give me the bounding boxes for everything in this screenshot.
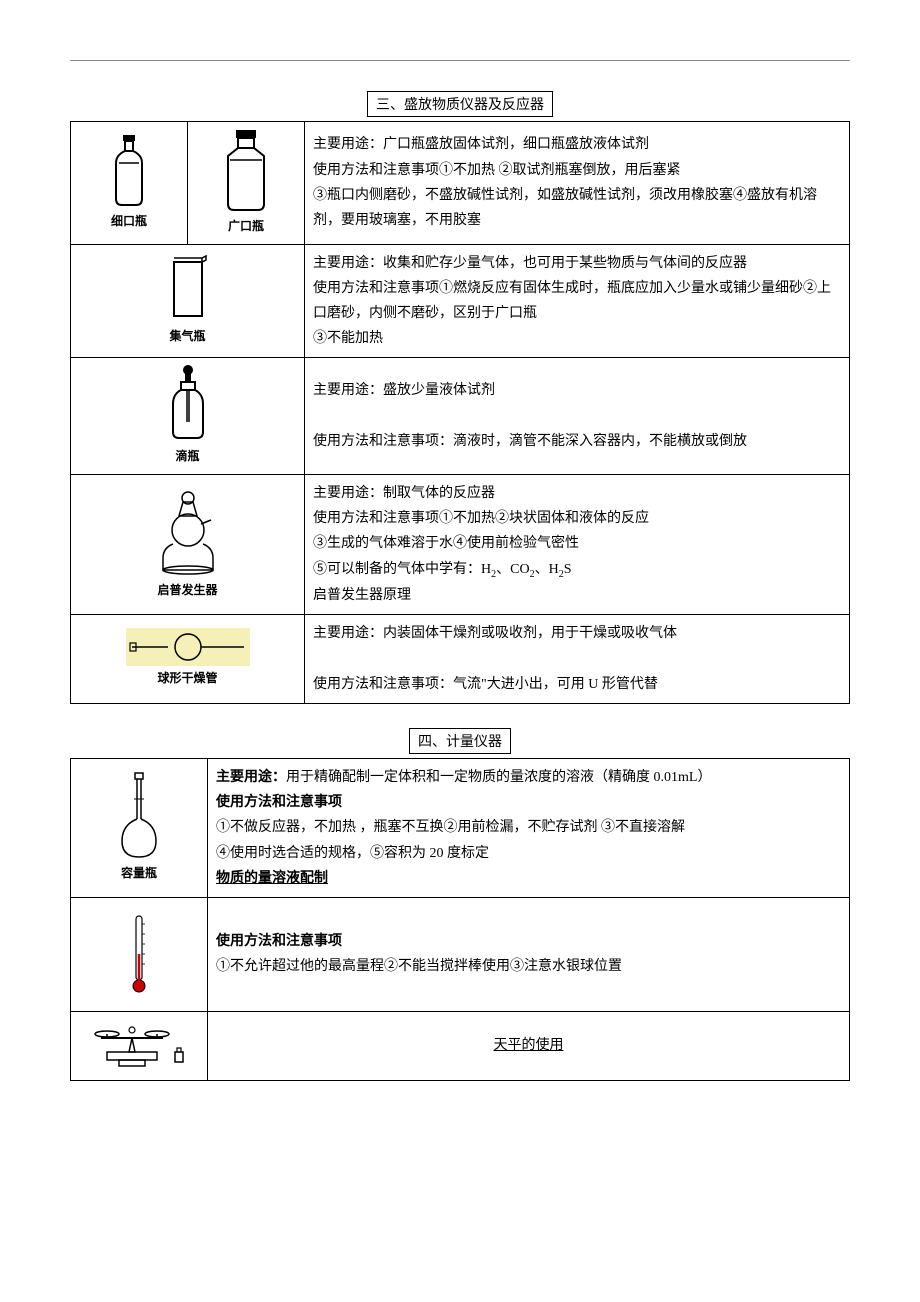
apparatus-cell-balance	[71, 1011, 208, 1080]
description-cell: 天平的使用	[208, 1011, 850, 1080]
apparatus-cell-thermometer	[71, 897, 208, 1011]
apparatus-cell-kipp: 启普发生器	[71, 474, 305, 615]
section-3-title: 三、盛放物质仪器及反应器	[367, 91, 553, 117]
description-cell: 主要用途：制取气体的反应器使用方法和注意事项①不加热②块状固体和液体的反应③生成…	[305, 474, 850, 615]
apparatus-cell-narrow-bottle: 细口瓶	[71, 122, 188, 245]
row-text-post: 使用方法和注意事项：气流"大进小出，可用 U 形管代替	[313, 677, 658, 692]
row-text: ①不做反应器，不加热 ，瓶塞不互换②用前检漏，不贮存试剂 ③不直接溶解④使用时选…	[216, 820, 685, 860]
description-cell: 主要用途：内装固体干燥剂或吸收剂，用于干燥或吸收气体 使用方法和注意事项：气流"…	[305, 615, 850, 704]
balance-scale-icon	[89, 1018, 189, 1074]
row-text: 主要用途：广口瓶盛放固体试剂，细口瓶盛放液体试剂使用方法和注意事项①不加热 ②取…	[313, 137, 817, 228]
volumetric-flask-icon	[114, 771, 164, 861]
bold-text: 使用方法和注意事项	[216, 795, 342, 810]
gas-collecting-bottle-icon	[160, 254, 216, 324]
table-row: 容量瓶 主要用途：用于精确配制一定体积和一定物质的量浓度的溶液（精确度 0.01…	[71, 759, 850, 898]
bold-underline-text: 物质的量溶液配制	[216, 871, 328, 886]
section-3-table: 细口瓶 广口瓶 主要用途：广口瓶盛放固体试剂，细口瓶盛放液体试剂使用方法和注意事…	[70, 121, 850, 704]
apparatus-cell-drying-tube: 球形干燥管	[71, 615, 305, 704]
section-4-title: 四、计量仪器	[409, 728, 511, 754]
table-row: 天平的使用	[71, 1011, 850, 1080]
apparatus-cell-volumetric-flask: 容量瓶	[71, 759, 208, 898]
bold-text: 使用方法和注意事项	[216, 934, 342, 949]
table-row: 球形干燥管 主要用途：内装固体干燥剂或吸收剂，用于干燥或吸收气体 使用方法和注意…	[71, 615, 850, 704]
apparatus-label: 球形干燥管	[157, 668, 217, 690]
apparatus-label: 启普发生器	[157, 580, 217, 602]
underline-text: 天平的使用	[494, 1038, 564, 1053]
section-4-table: 容量瓶 主要用途：用于精确配制一定体积和一定物质的量浓度的溶液（精确度 0.01…	[70, 758, 850, 1081]
description-cell: 主要用途：用于精确配制一定体积和一定物质的量浓度的溶液（精确度 0.01mL） …	[208, 759, 850, 898]
row-text: 用于精确配制一定体积和一定物质的量浓度的溶液（精确度 0.01mL）	[286, 770, 711, 785]
narrow-mouth-bottle-icon	[104, 133, 154, 209]
section-3-title-wrap: 三、盛放物质仪器及反应器	[70, 91, 850, 117]
row-text-post: 使用方法和注意事项：滴液时，滴管不能深入容器内，不能横放或倒放	[313, 434, 747, 449]
row-text-pre: 主要用途：内装固体干燥剂或吸收剂，用于干燥或吸收气体	[313, 626, 677, 641]
apparatus-label: 广口瓶	[228, 216, 264, 238]
row-text: 主要用途：制取气体的反应器使用方法和注意事项①不加热②块状固体和液体的反应③生成…	[313, 486, 649, 603]
wide-mouth-bottle-icon	[216, 128, 276, 214]
description-cell: 主要用途：收集和贮存少量气体，也可用于某些物质与气体间的反应器使用方法和注意事项…	[305, 244, 850, 358]
top-rule	[70, 60, 850, 61]
row-text: 主要用途：收集和贮存少量气体，也可用于某些物质与气体间的反应器使用方法和注意事项…	[313, 256, 831, 347]
table-row: 启普发生器 主要用途：制取气体的反应器使用方法和注意事项①不加热②块状固体和液体…	[71, 474, 850, 615]
thermometer-icon	[129, 914, 149, 994]
apparatus-label: 容量瓶	[121, 863, 157, 885]
ball-drying-tube-icon	[128, 632, 248, 662]
apparatus-cell-dropper-bottle: 滴瓶	[71, 358, 305, 475]
description-cell: 使用方法和注意事项 ①不允许超过他的最高量程②不能当搅拌棒使用③注意水银球位置	[208, 897, 850, 1011]
section-4-title-wrap: 四、计量仪器	[70, 728, 850, 754]
table-row: 集气瓶 主要用途：收集和贮存少量气体，也可用于某些物质与气体间的反应器使用方法和…	[71, 244, 850, 358]
table-row: 滴瓶 主要用途：盛放少量液体试剂 使用方法和注意事项：滴液时，滴管不能深入容器内…	[71, 358, 850, 475]
table-row: 使用方法和注意事项 ①不允许超过他的最高量程②不能当搅拌棒使用③注意水银球位置	[71, 897, 850, 1011]
document-page: 三、盛放物质仪器及反应器 细口瓶	[0, 0, 920, 1185]
row-text-pre: 主要用途：盛放少量液体试剂	[313, 383, 495, 398]
description-cell: 主要用途：广口瓶盛放固体试剂，细口瓶盛放液体试剂使用方法和注意事项①不加热 ②取…	[305, 122, 850, 245]
bold-text: 主要用途：	[216, 770, 286, 785]
kipp-generator-icon	[153, 488, 223, 578]
description-cell: 主要用途：盛放少量液体试剂 使用方法和注意事项：滴液时，滴管不能深入容器内，不能…	[305, 358, 850, 475]
apparatus-cell-gas-bottle: 集气瓶	[71, 244, 305, 358]
apparatus-label: 滴瓶	[175, 446, 199, 468]
apparatus-cell-wide-bottle: 广口瓶	[188, 122, 305, 245]
table-row: 细口瓶 广口瓶 主要用途：广口瓶盛放固体试剂，细口瓶盛放液体试剂使用方法和注意事…	[71, 122, 850, 245]
apparatus-label: 集气瓶	[169, 326, 205, 348]
row-text: ①不允许超过他的最高量程②不能当搅拌棒使用③注意水银球位置	[216, 959, 622, 974]
dropper-bottle-icon	[163, 364, 213, 444]
apparatus-label: 细口瓶	[111, 211, 147, 233]
